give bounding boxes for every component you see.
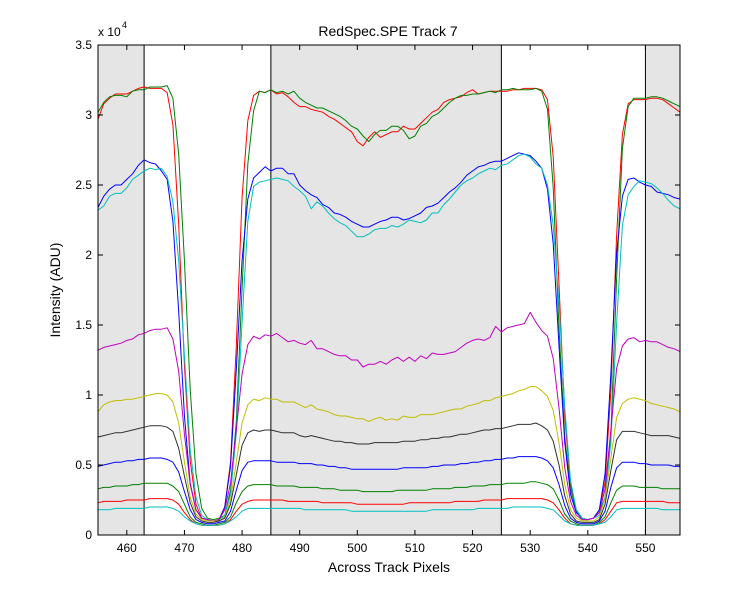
x-tick-label: 520 (463, 541, 483, 555)
y-exponent-power: 4 (122, 20, 127, 30)
plot-axes: 460 470 480 490 500 510 520 530 540 550 0 0.5 1 1.5 2… (75, 38, 681, 555)
y-tick-label: 0.5 (75, 458, 92, 472)
series-line-6 (97, 386, 681, 522)
y-tick-label: 1 (85, 388, 92, 402)
x-tick-label: 470 (174, 541, 194, 555)
x-axis-label: Across Track Pixels (328, 559, 450, 575)
x-tick-label: 460 (117, 541, 137, 555)
shaded-regions (98, 45, 680, 535)
y-tick-label: 3 (85, 108, 92, 122)
series-line-4 (97, 153, 681, 522)
chart-title: RedSpec.SPE Track 7 (318, 23, 458, 39)
x-tick-label: 530 (520, 541, 540, 555)
y-tick-label: 2.5 (75, 178, 92, 192)
x-tick-label: 550 (635, 541, 655, 555)
x-tick-label: 500 (347, 541, 367, 555)
x-tick-label: 510 (405, 541, 425, 555)
x-tick-label: 490 (290, 541, 310, 555)
x-tick-label: 480 (232, 541, 252, 555)
series-line-8 (97, 456, 680, 525)
plot-frame (97, 44, 681, 536)
y-axis-label: Intensity (ADU) (47, 243, 63, 338)
series-line-5 (97, 311, 681, 522)
x-axis-ticks: 460 470 480 490 500 510 520 530 540 550 (117, 45, 656, 555)
y-tick-label: 2 (85, 248, 92, 262)
shaded-region-1 (98, 45, 145, 535)
y-axis-ticks: 0 0.5 1 1.5 2 2.5 3 3.5 (75, 38, 680, 542)
series-line-7 (97, 422, 681, 523)
series-line-11 (98, 506, 680, 526)
y-tick-label: 3.5 (75, 38, 92, 52)
y-tick-label: 0 (85, 528, 92, 542)
shaded-region-3 (645, 45, 680, 535)
x-tick-label: 540 (578, 541, 598, 555)
series-lines (97, 85, 681, 526)
region-boundaries (143, 45, 646, 535)
shaded-region-2 (270, 45, 502, 535)
y-tick-label: 1.5 (75, 318, 92, 332)
y-exponent-label: x 10 (98, 25, 121, 39)
